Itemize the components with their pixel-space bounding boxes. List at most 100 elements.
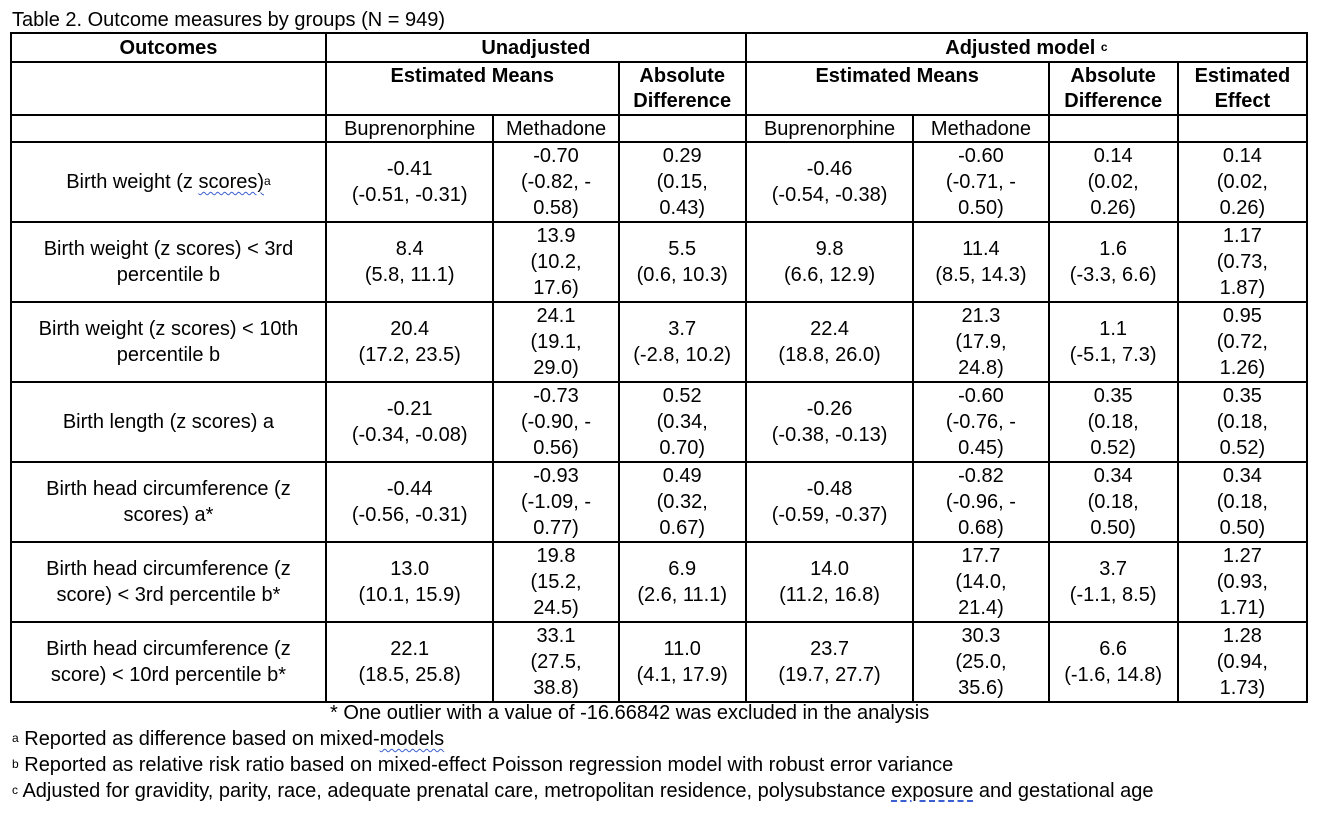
header-row-1: Outcomes Unadjusted Adjusted model c [10, 32, 1309, 63]
table-row: Birth head circumference (z score) < 10r… [10, 621, 1309, 703]
buprenorphine-unadjusted-value: -0.41 (-0.51, -0.31) [324, 141, 495, 223]
subheader-empty-cell [10, 114, 327, 143]
outcome-label: Birth weight (z scores) < 3rd percentile… [10, 221, 327, 303]
footnote-b-marker: b [12, 757, 19, 771]
header-estimated-means-unadjusted: Estimated Means [324, 61, 620, 116]
table-row: Birth head circumference (z scores) a* -… [10, 461, 1309, 543]
header-estimated-means-adjusted: Estimated Means [744, 61, 1050, 116]
subheader-buprenorphine-adjusted: Buprenorphine [744, 114, 915, 143]
estimated-effect-value: 0.34 (0.18, 0.50) [1176, 461, 1309, 543]
header-unadjusted: Unadjusted [324, 32, 747, 63]
footnote-b-text: Reported as relative risk ratio based on… [18, 754, 954, 776]
estimated-effect-value: 0.14 (0.02, 0.26) [1176, 141, 1309, 223]
outcome-label: Birth head circumference (z scores) a* [10, 461, 327, 543]
methadone-unadjusted-value: 24.1 (19.1, 29.0) [492, 301, 620, 383]
methadone-unadjusted-value: -0.70 (-0.82, - 0.58) [492, 141, 620, 223]
table-row: Birth head circumference (z score) < 3rd… [10, 541, 1309, 623]
header-absolute-difference-adjusted: Absolute Difference [1047, 61, 1179, 116]
absolute-difference-unadjusted-value: 0.49 (0.32, 0.67) [617, 461, 747, 543]
subheader-methadone-unadjusted: Methadone [492, 114, 620, 143]
header-adjusted-model-superscript: c [1100, 39, 1108, 54]
table-row: Birth length (z scores) a -0.21 (-0.34, … [10, 381, 1309, 463]
subheader-buprenorphine-unadjusted: Buprenorphine [324, 114, 495, 143]
absolute-difference-unadjusted-value: 3.7 (-2.8, 10.2) [617, 301, 747, 383]
absolute-difference-unadjusted-value: 0.29 (0.15, 0.43) [617, 141, 747, 223]
absolute-difference-unadjusted-value: 5.5 (0.6, 10.3) [617, 221, 747, 303]
methadone-unadjusted-value: -0.73 (-0.90, - 0.56) [492, 381, 620, 463]
buprenorphine-unadjusted-value: 13.0 (10.1, 15.9) [324, 541, 495, 623]
buprenorphine-adjusted-value: 14.0 (11.2, 16.8) [744, 541, 915, 623]
absolute-difference-unadjusted-value: 6.9 (2.6, 11.1) [617, 541, 747, 623]
buprenorphine-unadjusted-value: 20.4 (17.2, 23.5) [324, 301, 495, 383]
subheader-empty-cell [1047, 114, 1179, 143]
footnote-c-marker: c [12, 783, 18, 797]
footnote-a-underlined: models [379, 728, 445, 750]
absolute-difference-adjusted-value: 0.34 (0.18, 0.50) [1047, 461, 1179, 543]
header-adjusted-model: Adjusted model c [744, 32, 1309, 63]
estimated-effect-value: 1.17 (0.73, 1.87) [1176, 221, 1309, 303]
buprenorphine-adjusted-value: -0.26 (-0.38, -0.13) [744, 381, 915, 463]
estimated-effect-value: 1.28 (0.94, 1.73) [1176, 621, 1309, 703]
absolute-difference-adjusted-value: 1.6 (-3.3, 6.6) [1047, 221, 1179, 303]
table-caption: Table 2. Outcome measures by groups (N =… [12, 9, 445, 31]
outcome-label: Birth weight (z [66, 171, 199, 193]
footnote-outlier: * One outlier with a value of -16.66842 … [330, 702, 930, 724]
absolute-difference-unadjusted-value: 0.52 (0.34, 0.70) [617, 381, 747, 463]
footnote-c-text-after: and gestational age [973, 780, 1154, 802]
methadone-unadjusted-value: -0.93 (-1.09, - 0.77) [492, 461, 620, 543]
buprenorphine-adjusted-value: 9.8 (6.6, 12.9) [744, 221, 915, 303]
subheader-empty-cell [1176, 114, 1309, 143]
outcome-table: Outcomes Unadjusted Adjusted model c Est… [10, 32, 1309, 703]
header-adjusted-model-label: Adjusted model [945, 36, 1096, 59]
estimated-effect-value: 0.95 (0.72, 1.26) [1176, 301, 1309, 383]
methadone-adjusted-value: -0.60 (-0.71, - 0.50) [912, 141, 1050, 223]
estimated-effect-value: 0.35 (0.18, 0.52) [1176, 381, 1309, 463]
header-row-3: Buprenorphine Methadone Buprenorphine Me… [10, 114, 1309, 143]
footnote-b: b Reported as relative risk ratio based … [12, 752, 1312, 778]
methadone-unadjusted-value: 13.9 (10.2, 17.6) [492, 221, 620, 303]
absolute-difference-adjusted-value: 6.6 (-1.6, 14.8) [1047, 621, 1179, 703]
methadone-adjusted-value: 30.3 (25.0, 35.6) [912, 621, 1050, 703]
footnote-a-text: Reported as difference based on mixed- [18, 728, 380, 750]
absolute-difference-adjusted-value: 0.14 (0.02, 0.26) [1047, 141, 1179, 223]
buprenorphine-adjusted-value: 22.4 (18.8, 26.0) [744, 301, 915, 383]
buprenorphine-adjusted-value: -0.46 (-0.54, -0.38) [744, 141, 915, 223]
absolute-difference-adjusted-value: 0.35 (0.18, 0.52) [1047, 381, 1179, 463]
footnote-c-underlined: exposure [891, 780, 974, 802]
footnote-c: c Adjusted for gravidity, parity, race, … [12, 778, 1312, 804]
outcome-label: Birth head circumference (z score) < 10r… [10, 621, 327, 703]
buprenorphine-adjusted-value: -0.48 (-0.59, -0.37) [744, 461, 915, 543]
methadone-adjusted-value: -0.60 (-0.76, - 0.45) [912, 381, 1050, 463]
buprenorphine-unadjusted-value: -0.21 (-0.34, -0.08) [324, 381, 495, 463]
methadone-adjusted-value: 21.3 (17.9, 24.8) [912, 301, 1050, 383]
absolute-difference-unadjusted-value: 11.0 (4.1, 17.9) [617, 621, 747, 703]
table-row: Birth weight (z scores) < 10th percentil… [10, 301, 1309, 383]
methadone-unadjusted-value: 33.1 (27.5, 38.8) [492, 621, 620, 703]
methadone-adjusted-value: 17.7 (14.0, 21.4) [912, 541, 1050, 623]
buprenorphine-adjusted-value: 23.7 (19.7, 27.7) [744, 621, 915, 703]
table-row: Birth weight (z scores) < 3rd percentile… [10, 221, 1309, 303]
methadone-unadjusted-value: 19.8 (15.2, 24.5) [492, 541, 620, 623]
subheader-methadone-adjusted: Methadone [912, 114, 1050, 143]
outcome-label-underlined: scores) [198, 171, 265, 193]
outcome-superscript: a [264, 174, 271, 188]
outcome-label: Birth head circumference (z score) < 3rd… [10, 541, 327, 623]
methadone-adjusted-value: 11.4 (8.5, 14.3) [912, 221, 1050, 303]
header-empty-cell [10, 61, 327, 116]
footnote-c-text-before: Adjusted for gravidity, parity, race, ad… [18, 780, 892, 802]
header-row-2: Estimated Means Absolute Difference Esti… [10, 61, 1309, 116]
buprenorphine-unadjusted-value: -0.44 (-0.56, -0.31) [324, 461, 495, 543]
outcome-label: Birth length (z scores) a [10, 381, 327, 463]
header-estimated-effect: Estimated Effect [1176, 61, 1309, 116]
table-footnotes: * One outlier with a value of -16.66842 … [12, 700, 1312, 804]
outcome-cell: Birth weight (z scores)a [10, 141, 327, 223]
header-absolute-difference-unadjusted: Absolute Difference [617, 61, 747, 116]
methadone-adjusted-value: -0.82 (-0.96, - 0.68) [912, 461, 1050, 543]
buprenorphine-unadjusted-value: 22.1 (18.5, 25.8) [324, 621, 495, 703]
buprenorphine-unadjusted-value: 8.4 (5.8, 11.1) [324, 221, 495, 303]
absolute-difference-adjusted-value: 3.7 (-1.1, 8.5) [1047, 541, 1179, 623]
outcome-label: Birth weight (z scores) < 10th percentil… [10, 301, 327, 383]
estimated-effect-value: 1.27 (0.93, 1.71) [1176, 541, 1309, 623]
table-row: Birth weight (z scores)a -0.41 (-0.51, -… [10, 141, 1309, 223]
header-outcomes: Outcomes [10, 32, 327, 63]
